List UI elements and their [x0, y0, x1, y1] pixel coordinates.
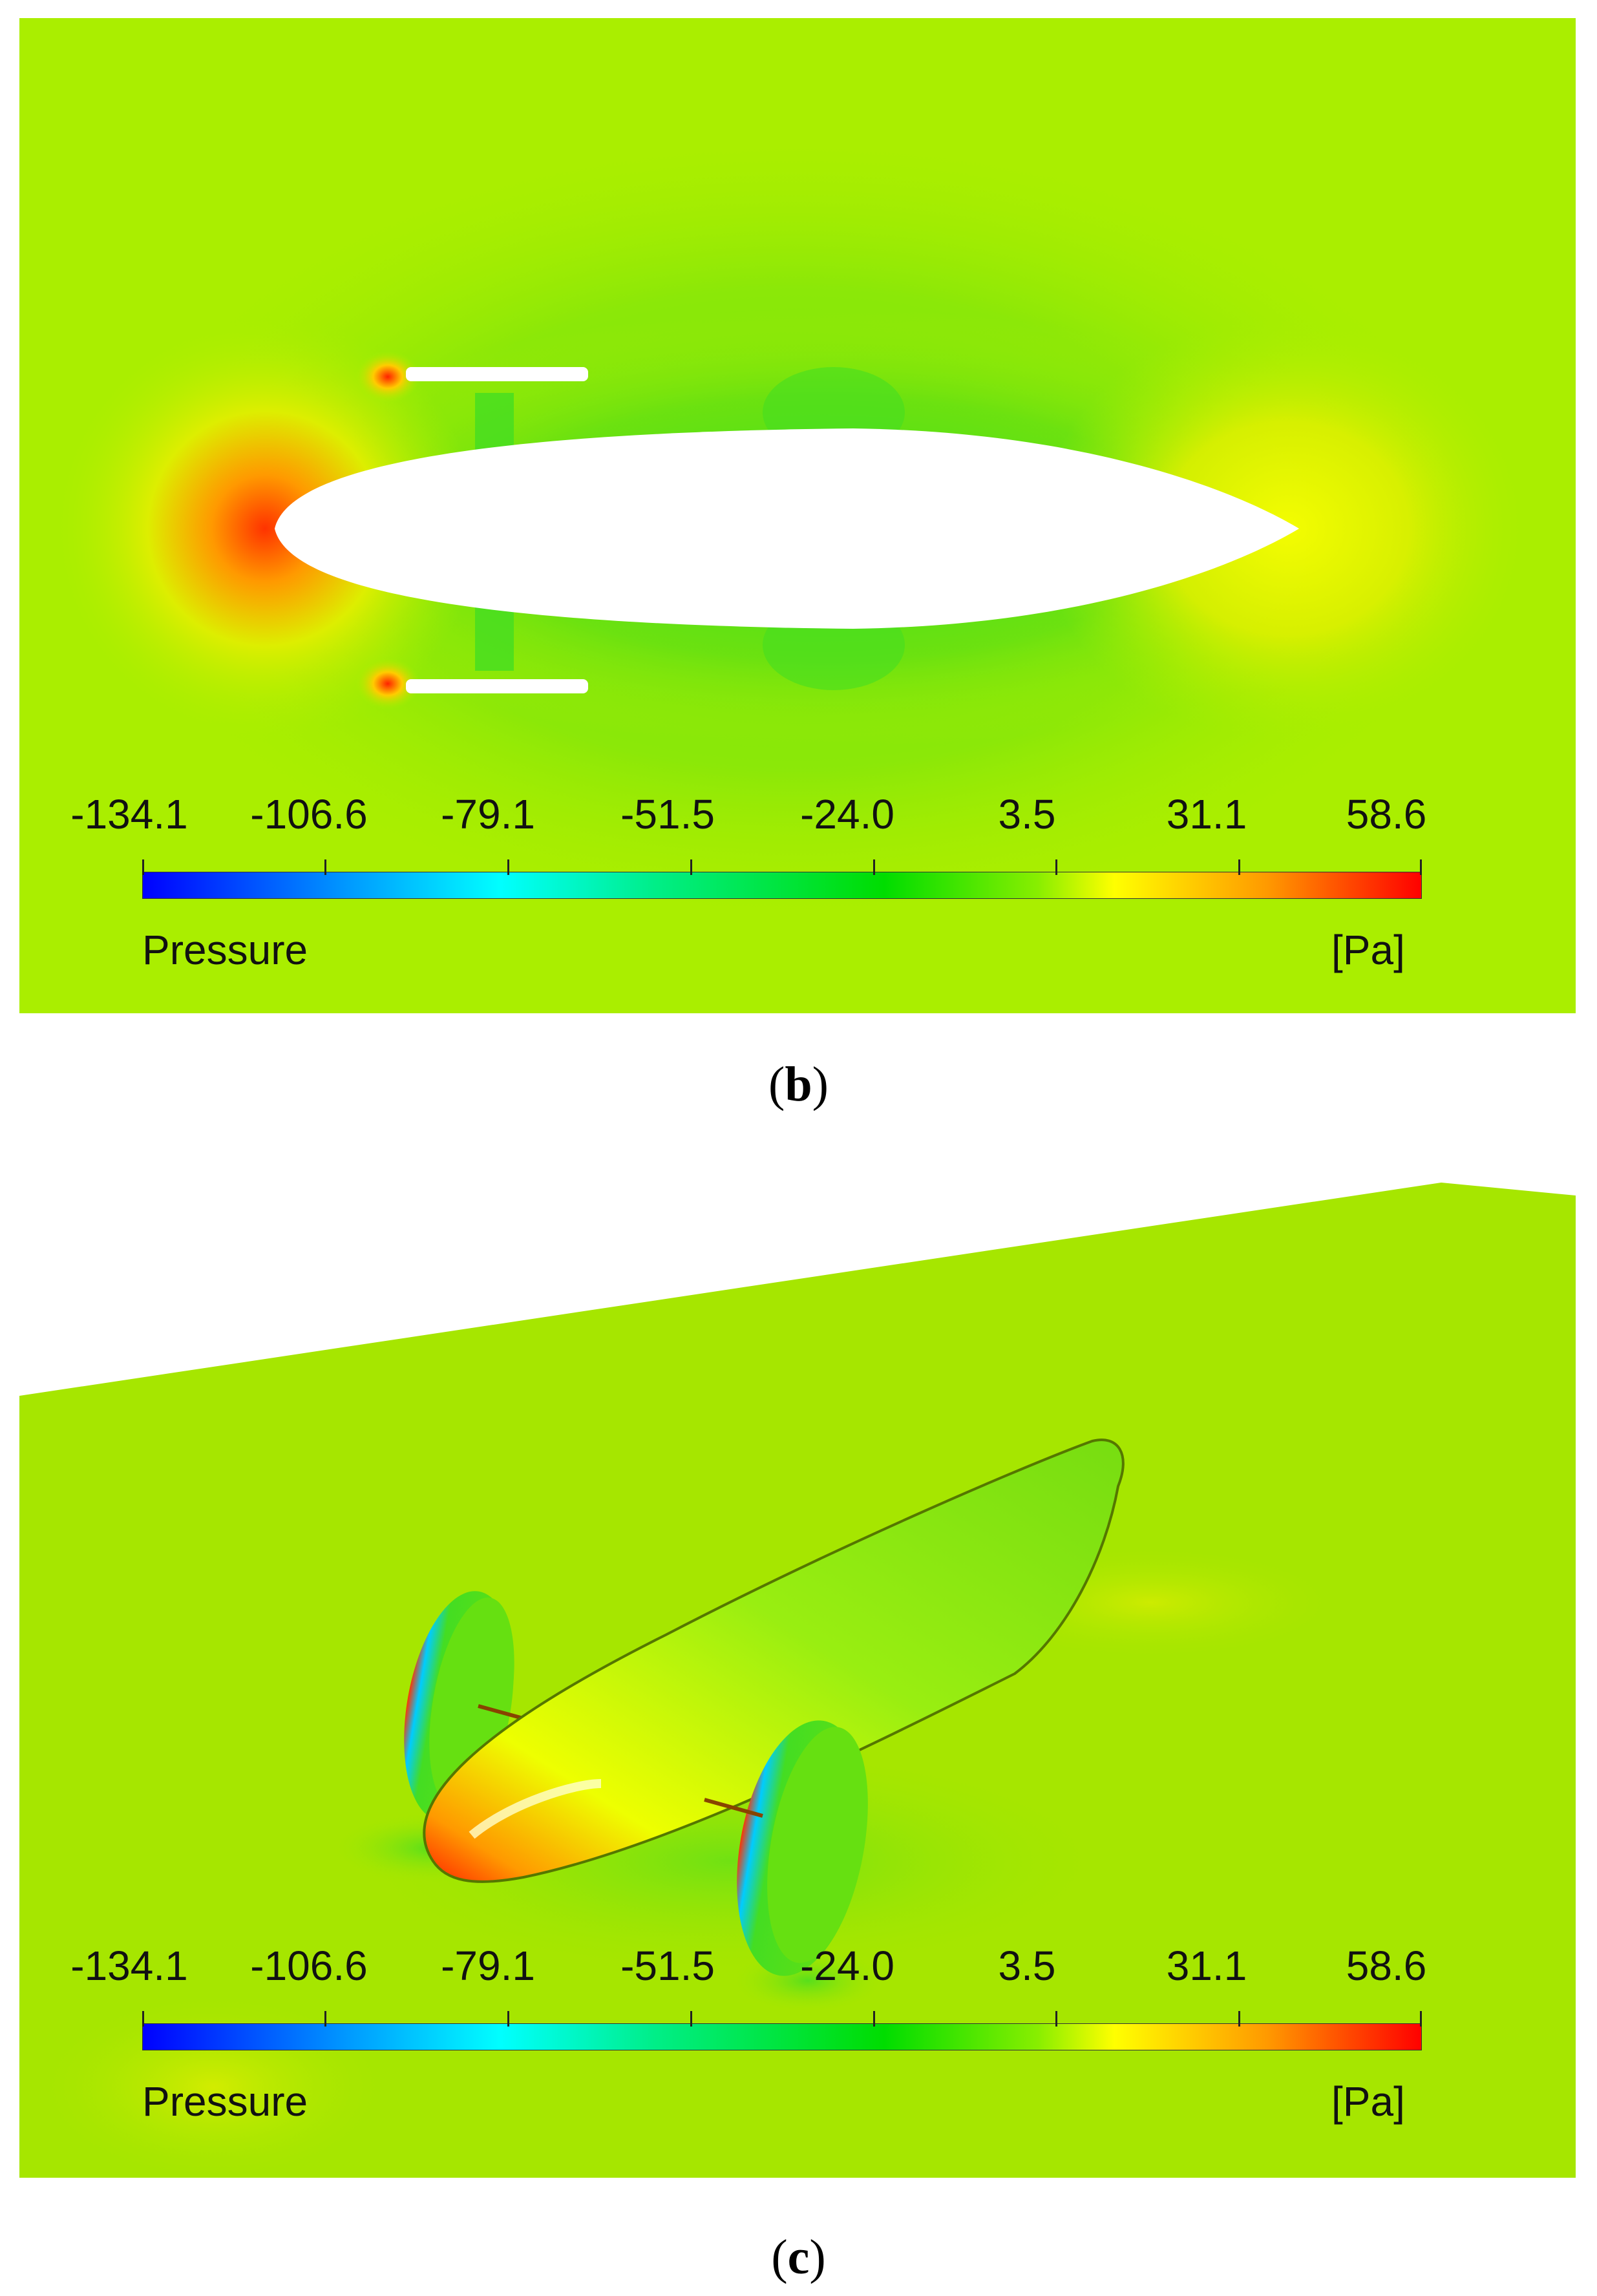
colorbar-quantity-label: Pressure	[142, 927, 308, 973]
colorbar-quantity-label: Pressure	[142, 2078, 308, 2125]
colorbar-unit-label: [Pa]	[1331, 927, 1405, 973]
colorbar-tick-mark	[1055, 859, 1057, 875]
colorbar-tick-mark	[324, 2011, 326, 2027]
colorbar-tick-label: -134.1	[70, 1943, 188, 1989]
caption-c: (c)	[771, 2230, 826, 2284]
pressure-contour-top-view: -134.1 -106.6 -79.1 -51.5 -24.0 3.5 31.1…	[19, 18, 1576, 1013]
colorbar-tick-mark	[1055, 2011, 1057, 2027]
colorbar-tick-mark	[873, 2011, 875, 2027]
colorbar-unit-label: [Pa]	[1331, 2078, 1405, 2125]
vehicle-body-section	[275, 428, 1299, 629]
caption-b: (b)	[768, 1057, 829, 1111]
front-wheel	[704, 1720, 868, 1976]
colorbar-tick-mark	[507, 2011, 509, 2027]
colorbar-tick-label: -106.6	[250, 1943, 368, 1989]
colorbar-tick-mark	[142, 859, 144, 875]
colorbar-tick-label: -106.6	[250, 791, 368, 837]
colorbar-tick-label: -51.5	[620, 1943, 715, 1989]
colorbar-tick-label: 3.5	[998, 1943, 1056, 1989]
colorbar-tick-mark	[1420, 859, 1422, 875]
colorbar-tick-mark	[873, 859, 875, 875]
colorbar	[142, 2023, 1422, 2050]
colorbar-tick-label: -51.5	[620, 791, 715, 837]
colorbar-tick-label: 58.6	[1346, 1943, 1427, 1989]
colorbar-tick-mark	[1238, 2011, 1240, 2027]
contour-plot-b	[19, 18, 1576, 1013]
nose-stagnation-zone	[52, 315, 478, 742]
colorbar-tick-label: 31.1	[1166, 1943, 1247, 1989]
colorbar-tick-mark	[690, 2011, 692, 2027]
colorbar-tick-label: -134.1	[70, 791, 188, 837]
colorbar-tick-mark	[1420, 2011, 1422, 2027]
wheel-bottom	[406, 679, 588, 693]
colorbar-tick-label: -79.1	[441, 1943, 535, 1989]
colorbar-tick-mark	[324, 859, 326, 875]
colorbar-tick-mark	[507, 859, 509, 875]
wheel-tip-bottom	[355, 658, 420, 710]
colorbar-tick-mark	[690, 859, 692, 875]
colorbar-tick-label: -24.0	[800, 1943, 894, 1989]
colorbar-tick-mark	[1238, 859, 1240, 875]
contour-plot-c	[19, 1183, 1576, 2178]
colorbar-tick-label: -24.0	[800, 791, 894, 837]
colorbar-tick-label: 58.6	[1346, 791, 1427, 837]
pressure-contour-3d-view: -134.1 -106.6 -79.1 -51.5 -24.0 3.5 31.1…	[19, 1183, 1576, 2178]
wheel-tip-top	[355, 351, 420, 403]
colorbar-tick-label: -79.1	[441, 791, 535, 837]
colorbar-tick-label: 3.5	[998, 791, 1056, 837]
vehicle-body	[423, 1438, 1125, 1883]
colorbar	[142, 872, 1422, 899]
colorbar-tick-mark	[142, 2011, 144, 2027]
colorbar-tick-label: 31.1	[1166, 791, 1247, 837]
wheel-top	[406, 367, 588, 381]
